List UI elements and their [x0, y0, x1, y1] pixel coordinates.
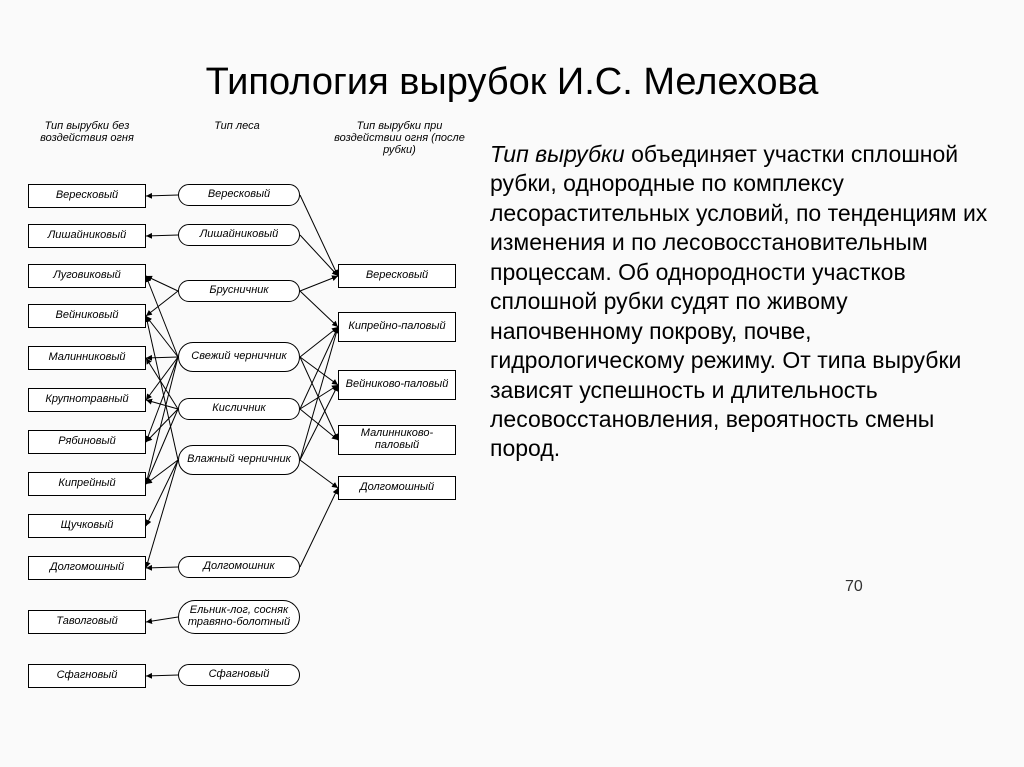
column-header: Тип леса	[182, 120, 292, 132]
center-node: Лишайниковый	[178, 224, 300, 246]
term: Тип вырубки	[490, 141, 625, 167]
right-node: Вересковый	[338, 264, 456, 288]
left-node: Кипрейный	[28, 472, 146, 496]
left-node: Таволговый	[28, 610, 146, 634]
right-node: Кипрейно-паловый	[338, 312, 456, 342]
left-node: Лишайниковый	[28, 224, 146, 248]
left-node: Сфагновый	[28, 664, 146, 688]
left-node: Вейниковый	[28, 304, 146, 328]
typology-diagram: Тип вырубки без воздействия огня Тип леса…	[22, 120, 472, 732]
left-node: Вересковый	[28, 184, 146, 208]
left-node: Долгомошный	[28, 556, 146, 580]
center-node: Долгомошник	[178, 556, 300, 578]
left-node: Луговиковый	[28, 264, 146, 288]
left-node: Щучковый	[28, 514, 146, 538]
right-node: Малинниково-паловый	[338, 425, 456, 455]
left-node: Крупнотравный	[28, 388, 146, 412]
center-node: Кисличник	[178, 398, 300, 420]
right-node: Долгомошный	[338, 476, 456, 500]
column-header: Тип вырубки без воздействия огня	[22, 120, 152, 144]
center-node: Брусничник	[178, 280, 300, 302]
center-node: Вересковый	[178, 184, 300, 206]
definition-text: Тип вырубки объединяет участки сплошной …	[490, 140, 990, 464]
right-node: Вейниково-паловый	[338, 370, 456, 400]
column-header: Тип вырубки при воздействии огня (после …	[332, 120, 467, 156]
center-node: Свежий черничник	[178, 342, 300, 372]
body-span: объединяет участки сплошной рубки, однор…	[490, 141, 987, 461]
left-node: Малинниковый	[28, 346, 146, 370]
center-node: Сфагновый	[178, 664, 300, 686]
left-node: Рябиновый	[28, 430, 146, 454]
page-number: 70	[845, 578, 863, 596]
center-node: Влажный черничник	[178, 445, 300, 475]
center-node: Ельник-лог, сосняк травяно-болотный	[178, 600, 300, 634]
page-title: Типология вырубок И.С. Мелехова	[0, 61, 1024, 104]
